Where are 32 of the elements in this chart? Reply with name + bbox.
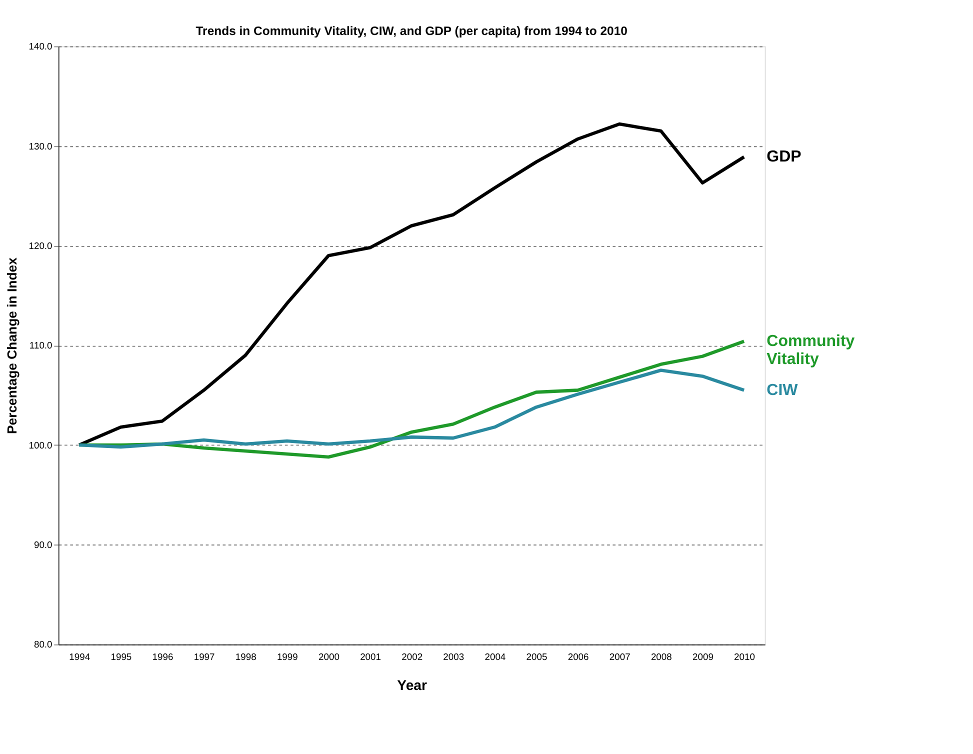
y-tick-label: 120.0 (28, 240, 52, 251)
x-tick-label: 2004 (484, 650, 506, 662)
x-tick-label: 1998 (235, 650, 256, 662)
x-tick-label: 2010 (734, 650, 755, 662)
y-tick-label: 130.0 (28, 140, 52, 152)
chart-title: Trends in Community Vitality, CIW, and GDP (per capita) from 1994 to 2010 (196, 24, 628, 38)
x-tick-label: 2008 (650, 650, 672, 662)
x-tick-label: 1995 (110, 650, 132, 662)
x-tick-label: 1996 (152, 650, 174, 662)
y-tick-label: 90.0 (34, 539, 52, 550)
x-tick-label: 2009 (692, 650, 714, 662)
x-tick-label: 1994 (69, 650, 90, 662)
x-tick-label: 2002 (402, 650, 423, 662)
y-tick-label: 80.0 (34, 638, 52, 650)
x-tick-label: 2000 (318, 650, 340, 662)
x-tick-label: 1999 (276, 650, 298, 662)
y-tick-label: 100.0 (28, 439, 52, 450)
x-tick-label: 2003 (443, 650, 464, 662)
line-series (78, 122, 746, 447)
line-series (78, 368, 746, 449)
series-label: GDP (766, 148, 802, 166)
x-tick-label: 2007 (609, 650, 630, 662)
y-tick-label: 110.0 (29, 340, 52, 351)
x-tick-label: 2005 (526, 650, 548, 662)
x-tick-label: 2001 (360, 650, 381, 662)
x-tick-label: 2006 (568, 650, 589, 662)
x-axis-title: Year (397, 677, 428, 694)
y-tick-label: 140.0 (28, 40, 52, 52)
series-label: CIW (766, 382, 799, 399)
x-tick-label: 1997 (194, 650, 215, 662)
series-label: Community Vitality (766, 333, 855, 368)
y-axis-title: Percentage Change in Index (4, 256, 20, 434)
